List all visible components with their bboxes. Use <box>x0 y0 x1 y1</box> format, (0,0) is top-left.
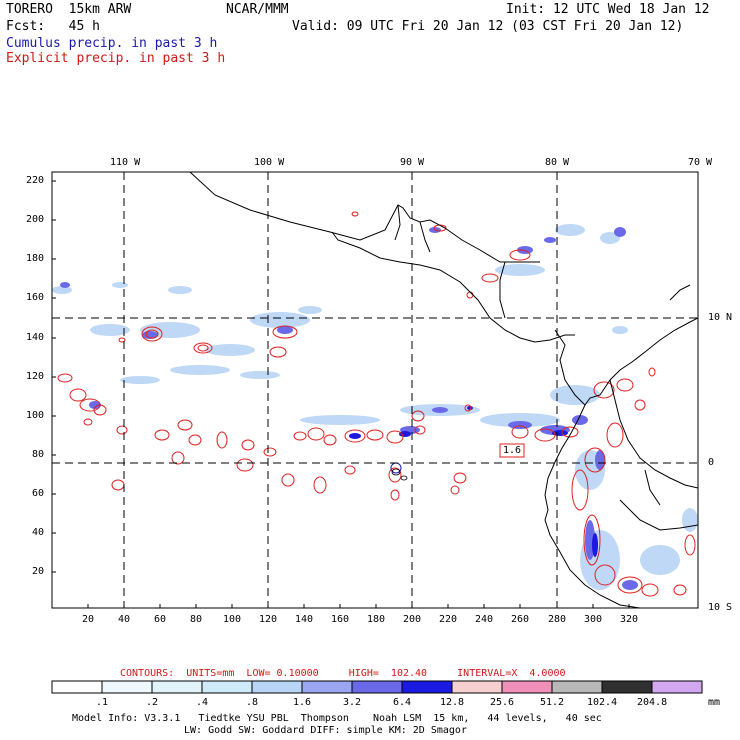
y-tick-label: 200 <box>26 214 45 225</box>
colorbar-swatch <box>351 680 403 694</box>
y-tick-label: 180 <box>26 253 45 264</box>
x-tick-label: 140 <box>295 614 314 625</box>
lon-label-90w: 90 W <box>400 157 425 168</box>
lat-label-0: 0 <box>708 457 715 468</box>
colorbar-label: .1 <box>96 697 109 708</box>
colorbar-swatch <box>251 680 303 694</box>
y-tick-label: 120 <box>26 371 45 382</box>
colorbar-swatch <box>151 680 203 694</box>
colorbar-units: mm <box>708 697 721 708</box>
colorbar-swatch <box>501 680 553 694</box>
colorbar-label: 6.4 <box>393 697 412 708</box>
lat-label-10s: 10 S <box>708 602 733 613</box>
lon-label-110w: 110 W <box>110 157 141 168</box>
org-label: NCAR/MMM <box>226 2 289 17</box>
x-tick-label: 180 <box>367 614 386 625</box>
y-tick-label: 160 <box>26 292 45 303</box>
legend-cumulus: Cumulus precip. in past 3 h <box>6 36 218 51</box>
colorbar-label: 51.2 <box>540 697 565 708</box>
colorbar-swatch <box>301 680 353 694</box>
x-tick-label: 260 <box>511 614 530 625</box>
colorbar-label: .4 <box>196 697 209 708</box>
x-tick-label: 40 <box>118 614 131 625</box>
x-tick-label: 160 <box>331 614 350 625</box>
cumulus-shading <box>52 224 698 590</box>
physics-info: LW: Godd SW: Goddard DIFF: simple KM: 2D… <box>184 725 467 736</box>
coastlines <box>189 172 698 608</box>
y-tick-label: 20 <box>32 566 45 577</box>
explicit-contours <box>57 211 696 597</box>
colorbar-swatch <box>551 680 603 694</box>
y-tick-label: 60 <box>32 488 45 499</box>
forecast-hour: Fcst: 45 h <box>6 19 100 34</box>
lon-label-80w: 80 W <box>545 157 570 168</box>
valid-time: Valid: 09 UTC Fri 20 Jan 12 (03 CST Fri … <box>292 19 684 34</box>
x-tick-label: 100 <box>223 614 242 625</box>
legend-explicit: Explicit precip. in past 3 h <box>6 51 226 66</box>
cumulus-peak <box>349 406 598 557</box>
colorbar-label: .8 <box>246 697 259 708</box>
contour-label: 1.6 <box>503 445 522 456</box>
model-title: TORERO 15km ARW <box>6 2 132 17</box>
x-tick-label: 300 <box>584 614 603 625</box>
init-time: Init: 12 UTC Wed 18 Jan 12 <box>506 2 710 17</box>
colorbar <box>51 680 703 694</box>
model-info: Model Info: V3.3.1 Tiedtke YSU PBL Thomp… <box>72 713 602 724</box>
colorbar-label: 3.2 <box>343 697 362 708</box>
lon-label-70w: 70 W <box>688 157 713 168</box>
lon-label-100w: 100 W <box>254 157 285 168</box>
colorbar-swatch <box>601 680 653 694</box>
y-tick-label: 40 <box>32 527 45 538</box>
cumulus-core <box>60 227 638 590</box>
colorbar-label: 102.4 <box>587 697 618 708</box>
x-tick-label: 60 <box>154 614 167 625</box>
x-tick-label: 20 <box>82 614 95 625</box>
colorbar-swatch <box>201 680 253 694</box>
x-tick-label: 220 <box>439 614 458 625</box>
y-tick-label: 140 <box>26 332 45 343</box>
colorbar-swatch <box>651 680 703 694</box>
colorbar-label: .2 <box>146 697 159 708</box>
colorbar-label: 12.8 <box>440 697 465 708</box>
colorbar-swatch <box>101 680 153 694</box>
x-tick-label: 280 <box>548 614 567 625</box>
x-tick-label: 200 <box>403 614 422 625</box>
y-tick-label: 100 <box>26 410 45 421</box>
x-tick-label: 320 <box>620 614 639 625</box>
colorbar-swatch <box>451 680 503 694</box>
lat-label-10n: 10 N <box>708 312 733 323</box>
colorbar-label: 1.6 <box>293 697 312 708</box>
lat-lon-grid <box>52 172 698 608</box>
contours-info: CONTOURS: UNITS=mm LOW= 0.10000 HIGH= 10… <box>120 668 566 679</box>
x-tick-label: 80 <box>190 614 203 625</box>
colorbar-swatch <box>51 680 103 694</box>
y-tick-label: 80 <box>32 449 45 460</box>
colorbar-swatch <box>401 680 453 694</box>
x-tick-label: 240 <box>475 614 494 625</box>
x-tick-label: 120 <box>259 614 278 625</box>
y-tick-label: 220 <box>26 175 45 186</box>
colorbar-label: 204.8 <box>637 697 668 708</box>
colorbar-label: 25.6 <box>490 697 515 708</box>
